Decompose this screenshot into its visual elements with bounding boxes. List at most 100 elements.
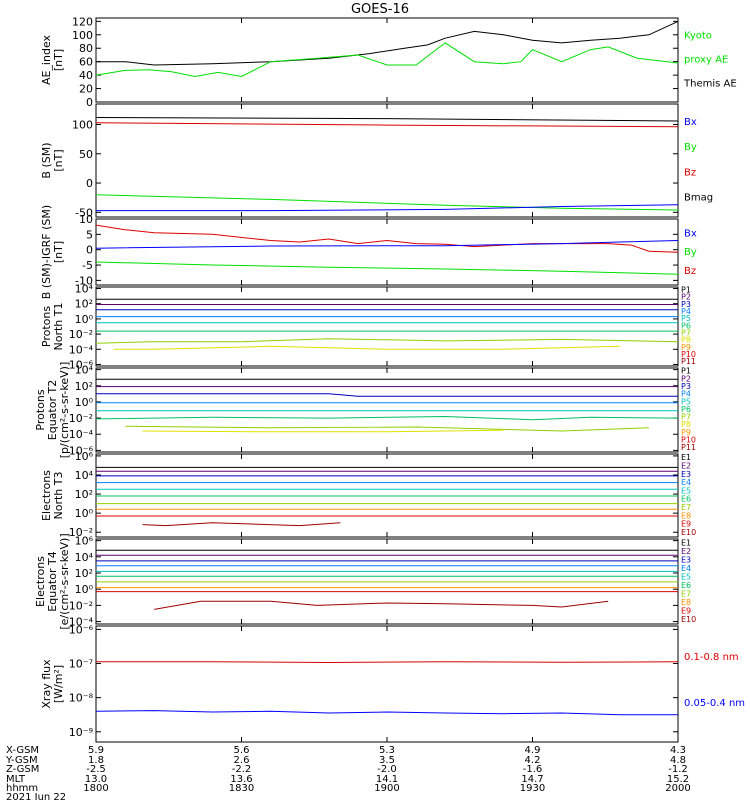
y-tick-label: 10⁰	[75, 583, 94, 596]
plot-title: GOES-16	[351, 2, 409, 17]
y-tick-label: 10²	[75, 298, 93, 311]
y-axis-label: B (SM)-IGRF (SM)	[40, 205, 53, 299]
legend-entry: P6	[681, 321, 691, 330]
panel-frame	[95, 218, 679, 286]
y-tick-label: 0	[86, 96, 93, 109]
footer-cell: 1830	[229, 783, 254, 794]
series-line	[96, 393, 678, 397]
footer-cell: 4.2	[525, 755, 541, 766]
y-tick-label: 10⁻⁹	[69, 726, 93, 739]
footer-cell: -1.2	[668, 764, 688, 775]
y-tick-label: 10	[79, 213, 93, 226]
y-tick-label: -10	[75, 274, 93, 287]
y-axis-label: [nT]	[52, 241, 65, 263]
panel-frame	[95, 103, 679, 218]
panel-frame	[95, 625, 679, 743]
y-axis-label: Electrons	[40, 470, 53, 521]
y-tick-label: -50	[75, 206, 93, 219]
legend: Kyoto proxy AE Themis AE	[683, 30, 737, 89]
legend-entry: P4	[681, 307, 691, 316]
y-tick-label: 10⁴	[75, 283, 94, 296]
y-tick-label: 10⁻⁴	[69, 428, 94, 441]
footer-cell: 13.0	[85, 774, 107, 785]
series-line	[95, 261, 679, 275]
legend-entry: P8	[681, 420, 691, 429]
y-axis-label: North T1	[52, 303, 65, 351]
legend-entry: P4	[681, 390, 691, 399]
y-tick-label: 10⁻²	[69, 599, 93, 612]
legend-entry: 0.05-0.4 nm	[684, 698, 745, 709]
footer-cell: 5.3	[379, 745, 395, 756]
legend-entry: By	[684, 247, 697, 258]
y-axis-label: [nT]	[52, 49, 65, 71]
legend-entry: P10	[681, 435, 696, 444]
footer-cell: 3.5	[379, 755, 395, 766]
legend-entry: P1	[681, 367, 691, 376]
footer-cell: -2.0	[377, 764, 397, 775]
y-axis-label: Equator T2	[46, 380, 59, 440]
y-tick-label: -5	[82, 259, 93, 272]
y-axis-label: AE_index	[40, 34, 53, 85]
legend-entry: Bz	[684, 167, 696, 178]
series-line	[154, 600, 609, 610]
footer-cell: 5.9	[88, 745, 104, 756]
series-line	[95, 338, 679, 344]
footer-cell: 13.6	[230, 774, 252, 785]
series-line	[95, 240, 679, 249]
footer-cell: 1900	[374, 783, 399, 794]
panel-frame	[95, 367, 679, 453]
y-tick-label: 5	[86, 228, 93, 241]
legend-entry: E1	[681, 453, 691, 462]
legend-entry: P11	[681, 443, 696, 452]
y-tick-label: 120	[72, 15, 93, 28]
series-line	[95, 122, 679, 128]
legend-entry: E8	[681, 511, 691, 520]
legend: Bx By Bz Bmag	[684, 117, 713, 203]
legend-entry: P2	[681, 374, 691, 383]
legend-entry: E10	[681, 528, 696, 537]
legend-entry: P6	[681, 405, 691, 414]
y-tick-label: 10⁰	[75, 313, 94, 326]
series-line	[95, 42, 679, 78]
y-tick-label: 10⁶	[75, 450, 94, 463]
legend-entry: E2	[681, 547, 691, 556]
legend-entry: E4	[681, 478, 691, 487]
legend-entry: E3	[681, 470, 691, 479]
y-tick-label: 100	[72, 29, 93, 42]
footer-cell: 4.9	[525, 745, 541, 756]
legend-entry: P10	[681, 350, 696, 359]
y-tick-label: 10²	[75, 488, 93, 501]
footer-cell: 1800	[83, 783, 108, 794]
series-line	[142, 522, 341, 527]
y-tick-label: 10⁶	[75, 535, 94, 548]
y-tick-label: 0	[86, 244, 93, 257]
legend-entry: E9	[681, 520, 691, 529]
y-tick-label: 10²	[75, 567, 93, 580]
y-axis-label: Protons	[40, 306, 53, 347]
y-axis-label: Equator T4	[46, 551, 59, 611]
legend-entry: P5	[681, 397, 691, 406]
y-tick-label: 10⁻⁶	[69, 623, 94, 636]
y-tick-label: 20	[79, 83, 93, 96]
y-tick-label: 10⁻²	[69, 412, 93, 425]
legend-entry: E6	[681, 495, 691, 504]
legend-entry: E10	[681, 615, 696, 624]
series-line	[125, 425, 649, 432]
y-tick-label: 10⁻⁴	[69, 343, 94, 356]
y-tick-label: 10⁴	[75, 551, 94, 564]
y-tick-label: 10⁻⁶	[69, 444, 94, 457]
footer-cell: 2000	[665, 783, 690, 794]
footer-cell: 1.8	[88, 755, 104, 766]
legend-entry: E4	[681, 564, 691, 573]
y-tick-label: 0	[86, 177, 93, 190]
legend-entry: E3	[681, 555, 691, 564]
series-line	[96, 20, 679, 66]
footer-row-label: Z-GSM	[6, 764, 39, 775]
